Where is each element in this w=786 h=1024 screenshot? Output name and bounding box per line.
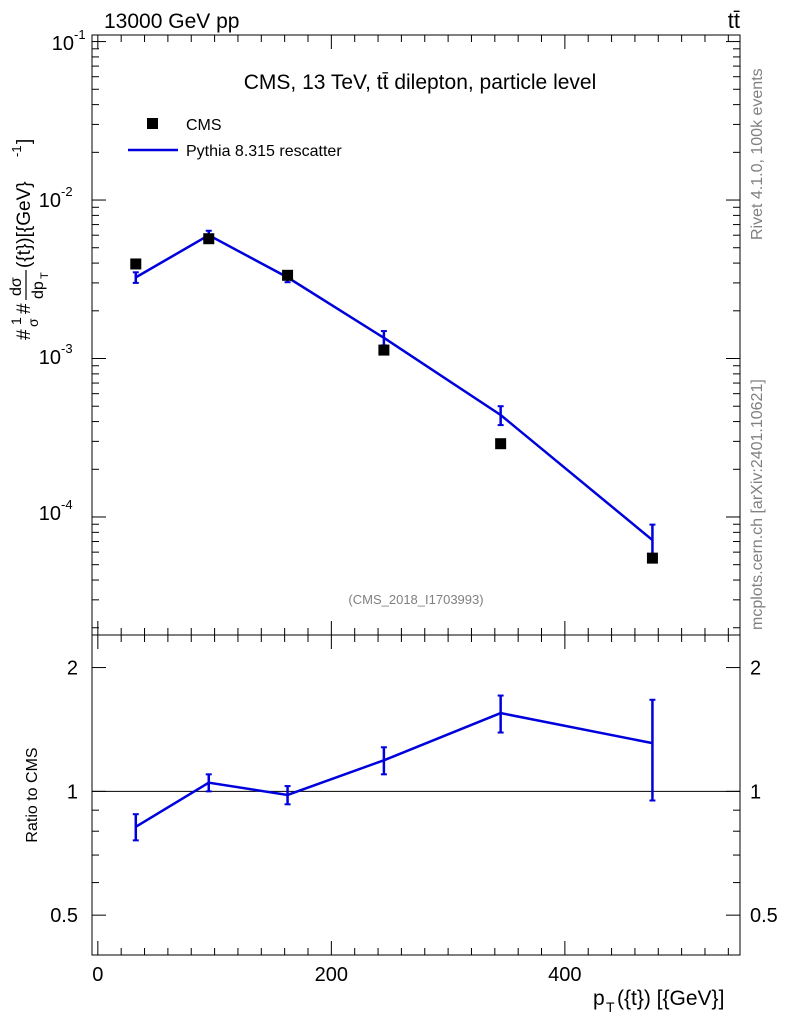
ylabel-suffix: ({t})[{GeV} <box>14 181 35 268</box>
ytick-exp: -3 <box>61 341 73 356</box>
mcplots-label: mcplots.cern.ch [arXiv:2401.10621] <box>749 379 766 630</box>
ylabel-frac1-num: 1 <box>8 317 24 325</box>
analysis-watermark: (CMS_2018_I1703993) <box>348 592 483 607</box>
ylabel-sup: -1 <box>9 145 24 157</box>
xtick-label: 200 <box>315 964 348 986</box>
xtick-label: 0 <box>92 964 103 986</box>
cms-data-point <box>495 438 507 450</box>
ratio-series <box>132 694 656 842</box>
ratio-panel-frame <box>91 634 741 956</box>
header-energy-label: 13000 GeV pp <box>104 10 239 33</box>
ytick-base: 10 <box>39 347 61 369</box>
ytick-label-1e-3: 10 -3 <box>39 341 73 369</box>
ylabel-close: ] <box>14 139 35 144</box>
ratio-line <box>135 711 653 828</box>
main-ytick-labels: 10 -1 10 -2 10 -3 10 -4 <box>39 27 86 525</box>
ytick-exp: -4 <box>61 497 73 512</box>
ylabel-hash2: # <box>14 303 35 314</box>
ratio-ytick-label-right: 2 <box>750 658 761 680</box>
main-ylabel: # 1 σ # dσ dp T ({t})[{GeV} -1 ] <box>8 139 51 340</box>
ratio-ytick-label: 1 <box>67 781 78 803</box>
ytick-label-1e-2: 10 -2 <box>39 184 73 212</box>
xlabel-rest: ({t}) [{GeV}] <box>617 987 724 1010</box>
ratio-ytick-label-right: 0.5 <box>750 905 778 927</box>
ratio-ytick-label: 2 <box>67 658 78 680</box>
ylabel-sub-t: T <box>39 272 51 279</box>
ratio-ytick-label: 0.5 <box>50 905 78 927</box>
chart-title: CMS, 13 TeV, tt̄ dilepton, particle leve… <box>244 71 597 94</box>
legend-cms-marker <box>147 118 158 129</box>
data-series <box>130 233 658 564</box>
cms-data-point <box>646 552 658 564</box>
ytick-label-1e-4: 10 -4 <box>39 497 73 525</box>
ylabel-dp: dp <box>30 281 47 299</box>
legend-mc-label: Pythia 8.315 rescatter <box>186 143 342 160</box>
ytick-base: 10 <box>52 33 74 55</box>
main-panel-ticks <box>92 35 740 635</box>
xlabel-sub: T <box>606 999 615 1015</box>
cms-data-point <box>203 233 215 245</box>
mc-line <box>135 233 654 542</box>
cms-data-point <box>378 344 390 356</box>
ytick-base: 10 <box>39 190 61 212</box>
cms-data-point <box>130 258 142 270</box>
ratio-ylabel: Ratio to CMS <box>24 747 41 842</box>
ratio-ytick-labels: 0.5 0.5 1 1 2 2 <box>50 658 778 928</box>
ratio-ytick-label-right: 1 <box>750 781 761 803</box>
ytick-exp: -1 <box>74 27 86 42</box>
ylabel-hash: # <box>14 329 35 340</box>
ytick-exp: -2 <box>61 184 73 199</box>
legend-cms-label: CMS <box>186 117 222 134</box>
ylabel-frac1-den: σ <box>25 318 41 327</box>
mc-series <box>132 229 656 562</box>
ylabel-dsigma: dσ <box>8 277 25 296</box>
rivet-version-label: Rivet 4.1.0, 100k events <box>749 68 766 240</box>
xtick-label: 400 <box>548 964 581 986</box>
xlabel-p: p <box>593 987 605 1010</box>
header-process-label: tt̄ <box>728 8 740 33</box>
ytick-base: 10 <box>39 503 61 525</box>
ytick-label-1e-1: 10 -1 <box>52 27 86 55</box>
xlabel: p T ({t}) [{GeV}] <box>593 987 724 1015</box>
xtick-labels: 0 200 400 <box>92 964 581 986</box>
legend: CMS Pythia 8.315 rescatter <box>128 117 342 160</box>
cms-data-point <box>282 269 294 281</box>
